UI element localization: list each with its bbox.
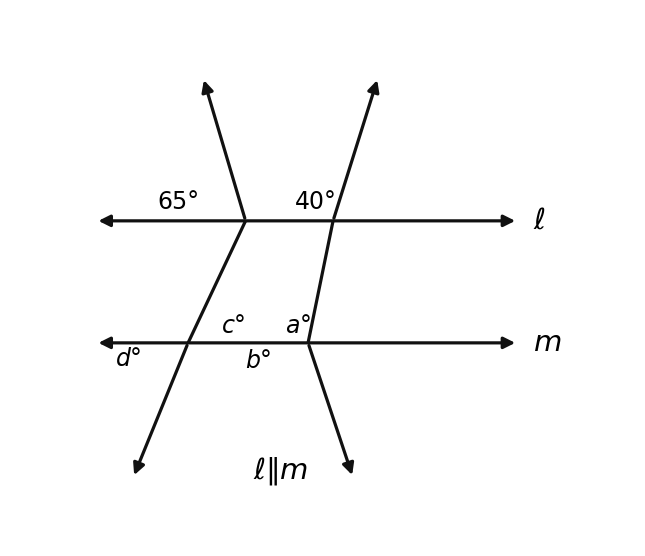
Text: $m$: $m$	[533, 329, 561, 357]
Text: 40°: 40°	[295, 190, 337, 214]
Text: $b$°: $b$°	[244, 349, 272, 373]
Text: $\ell \| m$: $\ell \| m$	[253, 455, 308, 487]
Text: 65°: 65°	[157, 190, 199, 214]
Text: $\ell$: $\ell$	[533, 207, 546, 235]
Text: $c$°: $c$°	[221, 314, 245, 337]
Text: $a$°: $a$°	[285, 314, 311, 337]
Text: $d$°: $d$°	[115, 347, 141, 371]
